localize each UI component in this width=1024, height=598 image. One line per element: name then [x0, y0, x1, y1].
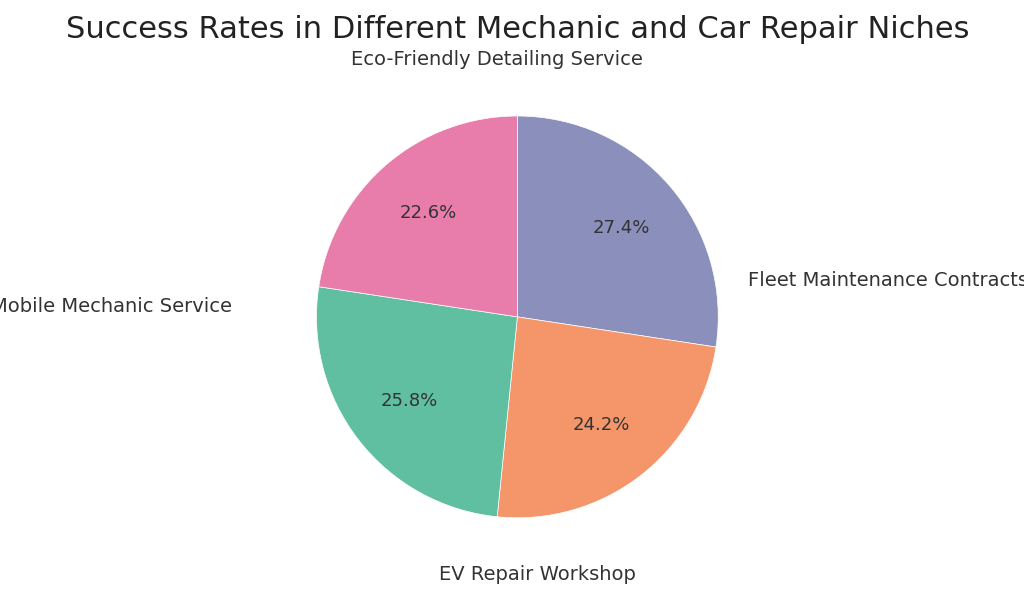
Wedge shape — [498, 317, 716, 518]
Text: 27.4%: 27.4% — [592, 219, 649, 237]
Text: Eco-Friendly Detailing Service: Eco-Friendly Detailing Service — [351, 50, 643, 69]
Text: 25.8%: 25.8% — [381, 392, 438, 410]
Text: Mobile Mechanic Service: Mobile Mechanic Service — [0, 297, 232, 316]
Wedge shape — [517, 116, 718, 347]
Wedge shape — [316, 286, 517, 517]
Text: 24.2%: 24.2% — [572, 416, 630, 434]
Text: 22.6%: 22.6% — [399, 205, 457, 222]
Text: EV Repair Workshop: EV Repair Workshop — [439, 565, 636, 584]
Title: Success Rates in Different Mechanic and Car Repair Niches: Success Rates in Different Mechanic and … — [66, 15, 969, 44]
Text: Fleet Maintenance Contracts: Fleet Maintenance Contracts — [749, 271, 1024, 290]
Wedge shape — [318, 116, 517, 317]
